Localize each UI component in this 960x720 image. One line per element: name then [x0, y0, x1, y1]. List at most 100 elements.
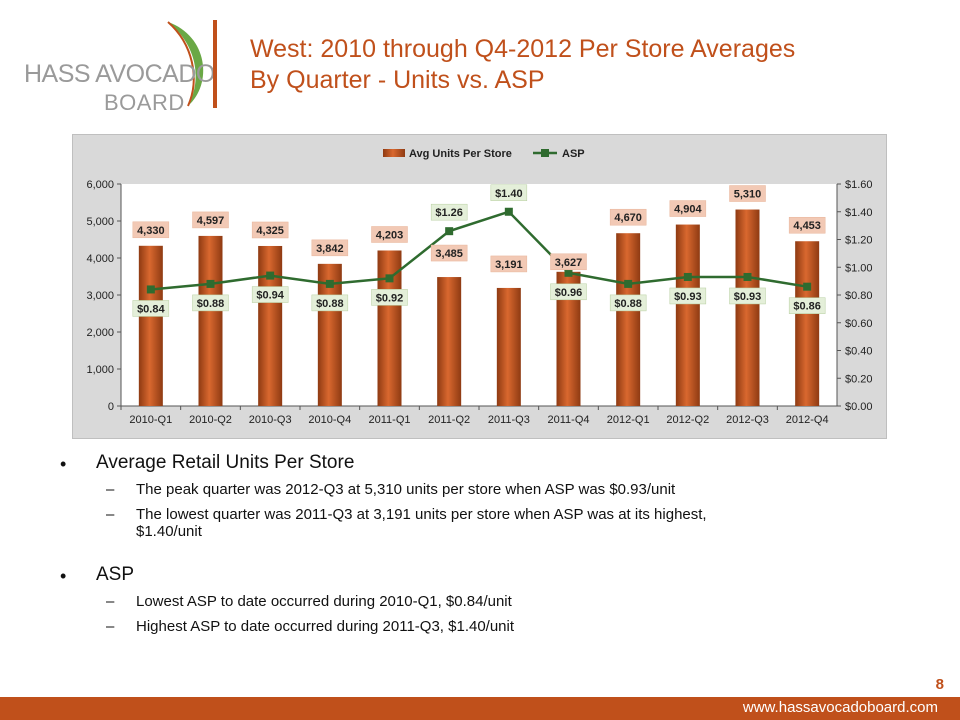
bar-label-box: [251, 221, 289, 239]
right-tick-label: $1.00: [845, 262, 873, 274]
asp-line: [150, 210, 808, 291]
x-tick-label: 2012-Q3: [726, 414, 769, 426]
bar-2012-Q3: [735, 209, 760, 406]
asp-marker-2010-Q1: [146, 285, 155, 294]
asp-data-label: $0.92: [376, 292, 404, 304]
asp-data-label: $0.93: [674, 291, 702, 303]
bar-label-box: [788, 216, 826, 234]
asp-marker-2012-Q4: [803, 282, 812, 291]
x-tick-label: 2012-Q4: [786, 414, 829, 426]
asp-data-label: $0.88: [614, 298, 642, 310]
legend-swatch-asp-marker: [541, 149, 549, 157]
chart-area: 0 1,000 2,000 3,000 4,000 5,000 6,000 $0.00 $0.2…: [77, 140, 881, 433]
page-title: West: 2010 through Q4-2012 Per Store Ave…: [250, 34, 940, 96]
x-tick-label: 2012-Q1: [607, 414, 650, 426]
x-tick-label: 2010-Q3: [249, 414, 292, 426]
bar-label-box: [490, 255, 528, 273]
right-tick-label: $0.60: [845, 318, 873, 330]
asp-label-box: [788, 297, 826, 314]
asp-label-box: [490, 184, 528, 201]
bar-data-label: 3,842: [316, 243, 344, 255]
legend-label-asp: ASP: [562, 148, 585, 160]
bullet-asp: ASP: [96, 564, 135, 585]
bar-label-box: [430, 244, 468, 262]
asp-marker-2011-Q2: [445, 227, 454, 236]
sub-bullet-lowest-cont: $1.40/unit: [136, 523, 202, 540]
asp-data-label: $0.88: [316, 298, 344, 310]
asp-data-label: $1.26: [435, 207, 463, 219]
x-tick-label: 2011-Q3: [488, 414, 530, 426]
x-tick-label: 2012-Q2: [666, 414, 709, 426]
bar-2010-Q2: [198, 235, 223, 406]
asp-label-box: [550, 283, 587, 301]
bar-data-label: 4,453: [793, 220, 821, 232]
asp-label-box: [609, 294, 647, 312]
bar-label-box: [192, 211, 229, 229]
asp-marker-2011-Q3: [504, 207, 513, 216]
bar-2012-Q1: [616, 233, 641, 406]
bar-data-label: 3,627: [555, 257, 583, 269]
legend-swatch-units: [383, 149, 405, 157]
asp-label-box: [669, 287, 707, 305]
page-number: 8: [935, 676, 944, 693]
x-tick-label: 2011-Q4: [548, 414, 590, 426]
title-line2: By Quarter - Units vs. ASP: [250, 66, 545, 94]
bullet-units: Average Retail Units Per Store: [96, 452, 355, 473]
footer-bar: www.hassavocadoboard.com: [0, 697, 960, 720]
x-tick-label: 2010-Q1: [129, 414, 172, 426]
bar-2010-Q1: [138, 245, 163, 406]
left-tick-label: 0: [108, 401, 114, 413]
footer-url[interactable]: www.hassavocadoboard.com: [742, 699, 938, 716]
asp-marker-2012-Q3: [743, 272, 752, 281]
bar-label-box: [729, 185, 766, 202]
bullet-dot: •: [60, 454, 67, 474]
asp-label-box: [430, 203, 468, 221]
sub-dash: –: [106, 593, 115, 610]
bar-2012-Q2: [675, 224, 700, 406]
asp-data-label: $0.96: [555, 287, 583, 299]
bar-label-box: [550, 253, 587, 271]
units-asp-chart: 0 1,000 2,000 3,000 4,000 5,000 6,000 $0.00 $0.2…: [77, 140, 881, 433]
bar-data-label: 3,485: [435, 248, 463, 260]
sub-dash: –: [106, 618, 115, 635]
asp-data-label: $0.86: [793, 301, 821, 313]
bar-label-box: [609, 208, 647, 226]
bar-2011-Q3: [496, 287, 521, 406]
legend-label-units: Avg Units Per Store: [409, 148, 512, 160]
right-tick-label: $0.20: [845, 373, 873, 385]
asp-label-box: [311, 294, 349, 312]
asp-marker-2010-Q4: [325, 279, 334, 288]
left-tick-label: 5,000: [86, 216, 114, 228]
sub-bullet-lowest-asp: Lowest ASP to date occurred during 2010-…: [136, 593, 512, 610]
left-tick-label: 4,000: [86, 253, 114, 265]
bar-2011-Q1: [377, 250, 402, 406]
title-line1: West: 2010 through Q4-2012 Per Store Ave…: [250, 35, 796, 63]
asp-label-box: [251, 286, 289, 303]
asp-label-box: [729, 287, 766, 305]
bar-data-label: 4,597: [197, 215, 225, 227]
left-tick-label: 1,000: [86, 364, 114, 376]
bar-data-label: 4,325: [256, 225, 284, 237]
hass-avocado-board-logo: HASS AVOCADO BOARD: [18, 14, 218, 115]
x-tick-label: 2011-Q2: [428, 414, 470, 426]
asp-label-box: [371, 289, 408, 306]
bar-label-box: [371, 226, 408, 243]
asp-marker-2012-Q2: [683, 272, 692, 281]
asp-marker-2012-Q1: [624, 279, 633, 288]
logo-line2: BOARD: [104, 90, 185, 115]
right-tick-label: $0.40: [845, 346, 873, 358]
left-tick-label: 3,000: [86, 290, 114, 302]
bar-2012-Q4: [795, 241, 820, 406]
avocado-leaf-icon: [167, 21, 204, 107]
title-divider: [213, 20, 217, 108]
right-tick-label: $1.40: [845, 207, 873, 219]
right-tick-label: $1.60: [845, 179, 873, 191]
sub-bullet-lowest: The lowest quarter was 2011-Q3 at 3,191 …: [136, 506, 707, 523]
asp-marker-2010-Q3: [266, 271, 275, 280]
asp-marker-2010-Q2: [206, 279, 215, 288]
x-tick-label: 2010-Q2: [189, 414, 232, 426]
bar-data-label: 4,670: [614, 212, 642, 224]
bar-2011-Q2: [437, 277, 462, 406]
sub-dash: –: [106, 506, 115, 523]
bar-label-box: [132, 221, 170, 239]
